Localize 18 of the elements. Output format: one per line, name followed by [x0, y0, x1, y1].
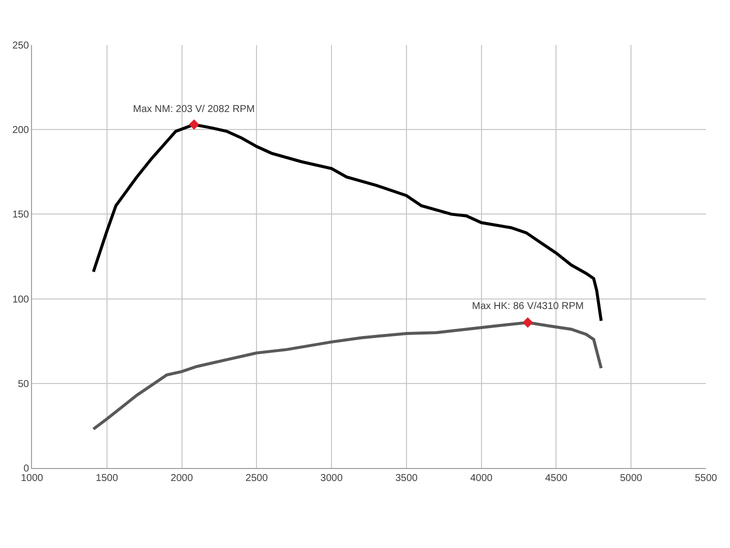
y-tick-label: 0 — [23, 464, 30, 474]
x-tick-label: 4500 — [545, 473, 568, 484]
y-tick-label: 100 — [12, 294, 30, 306]
x-tick-label: 3000 — [320, 473, 344, 484]
x-tick-label: 2500 — [246, 473, 268, 484]
x-tick-label: 5000 — [620, 473, 643, 484]
x-tick-label: 4000 — [470, 473, 493, 484]
annotation: Max HK: 86 V/4310 RPM — [472, 301, 584, 312]
y-tick-label: 150 — [12, 210, 30, 221]
x-tick-label: 1500 — [96, 473, 118, 484]
x-tick-label: 1000 — [20, 473, 44, 484]
y-tick-label: 200 — [12, 125, 30, 136]
y-tick-label: 50 — [18, 378, 30, 390]
annotation: Max NM: 203 V/ 2082 RPM — [133, 104, 255, 115]
y-tick-label: 250 — [12, 40, 30, 52]
x-tick-label: 3500 — [395, 473, 418, 484]
x-tick-label: 5500 — [694, 473, 718, 484]
x-tick-label: 2000 — [170, 473, 194, 484]
